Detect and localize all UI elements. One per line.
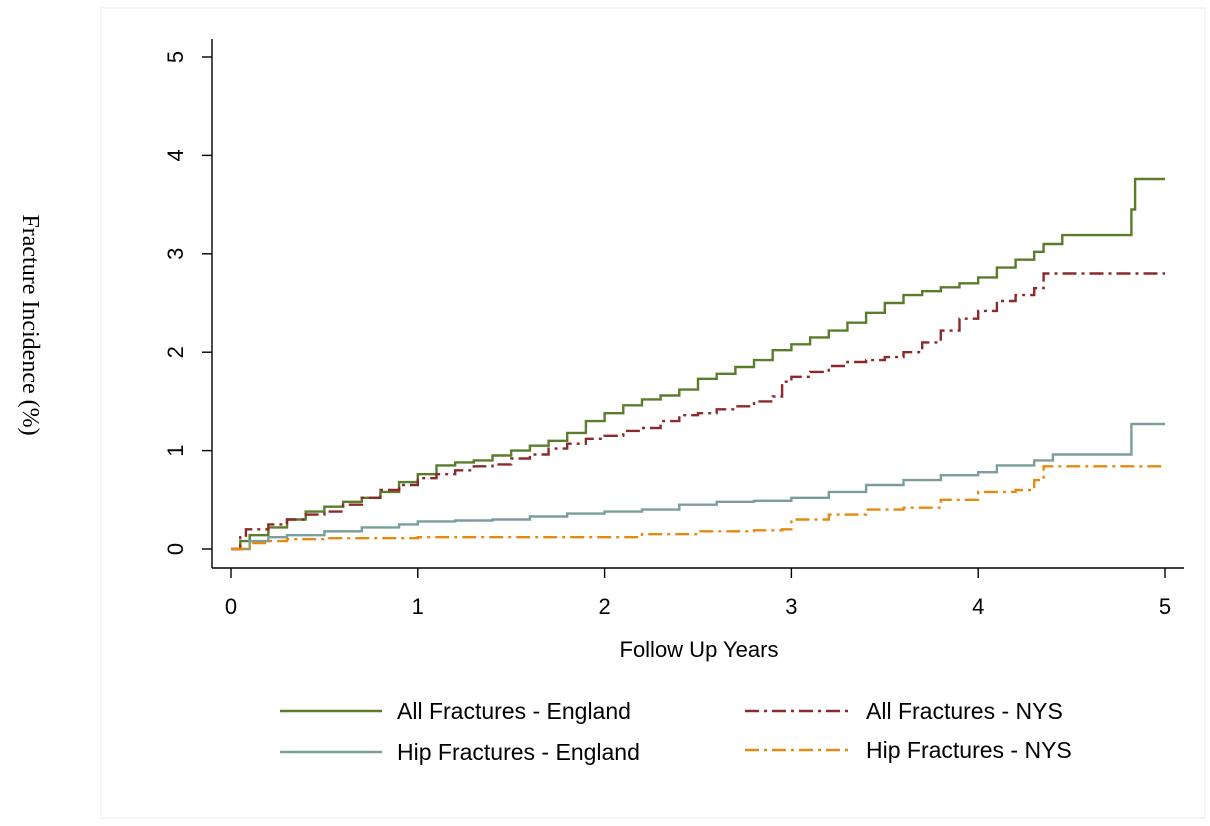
x-axis-title: Follow Up Years — [620, 637, 779, 662]
series-line-2 — [231, 272, 1165, 551]
y-tick-label: 1 — [163, 444, 188, 456]
legend-label: All Fractures - NYS — [866, 698, 1063, 724]
y-tick-label: 0 — [163, 543, 188, 555]
legend-label: Hip Fractures - NYS — [866, 737, 1072, 763]
y-axis-title: Fracture Incidence (%) — [17, 214, 43, 435]
y-tick-label: 2 — [163, 346, 188, 358]
y-tick-label: 3 — [163, 248, 188, 260]
x-tick-label: 4 — [972, 594, 984, 619]
x-tick-label: 3 — [785, 594, 797, 619]
y-tick-label: 4 — [163, 149, 188, 161]
legend: All Fractures - England All Fractures - N… — [280, 698, 1072, 765]
x-tick-label: 2 — [598, 594, 610, 619]
x-tick-label: 1 — [412, 594, 424, 619]
y-tick-label: 5 — [163, 51, 188, 63]
legend-item-1: All Fractures - England — [280, 698, 631, 724]
legend-item-2: All Fractures - NYS — [745, 698, 1063, 724]
legend-item-3: Hip Fractures - England — [280, 739, 640, 765]
plot-area: 0 1 2 3 4 5 0 1 2 3 4 5 — [163, 39, 1184, 619]
series-line-4 — [231, 465, 1165, 551]
chart-panel — [100, 7, 1206, 819]
legend-item-4: Hip Fractures - NYS — [745, 737, 1072, 763]
legend-label: All Fractures - England — [397, 698, 631, 724]
series-line-1 — [231, 177, 1165, 551]
legend-label: Hip Fractures - England — [397, 739, 640, 765]
x-tick-label: 0 — [225, 594, 237, 619]
series-line-3 — [231, 422, 1165, 551]
x-tick-label: 5 — [1159, 594, 1171, 619]
